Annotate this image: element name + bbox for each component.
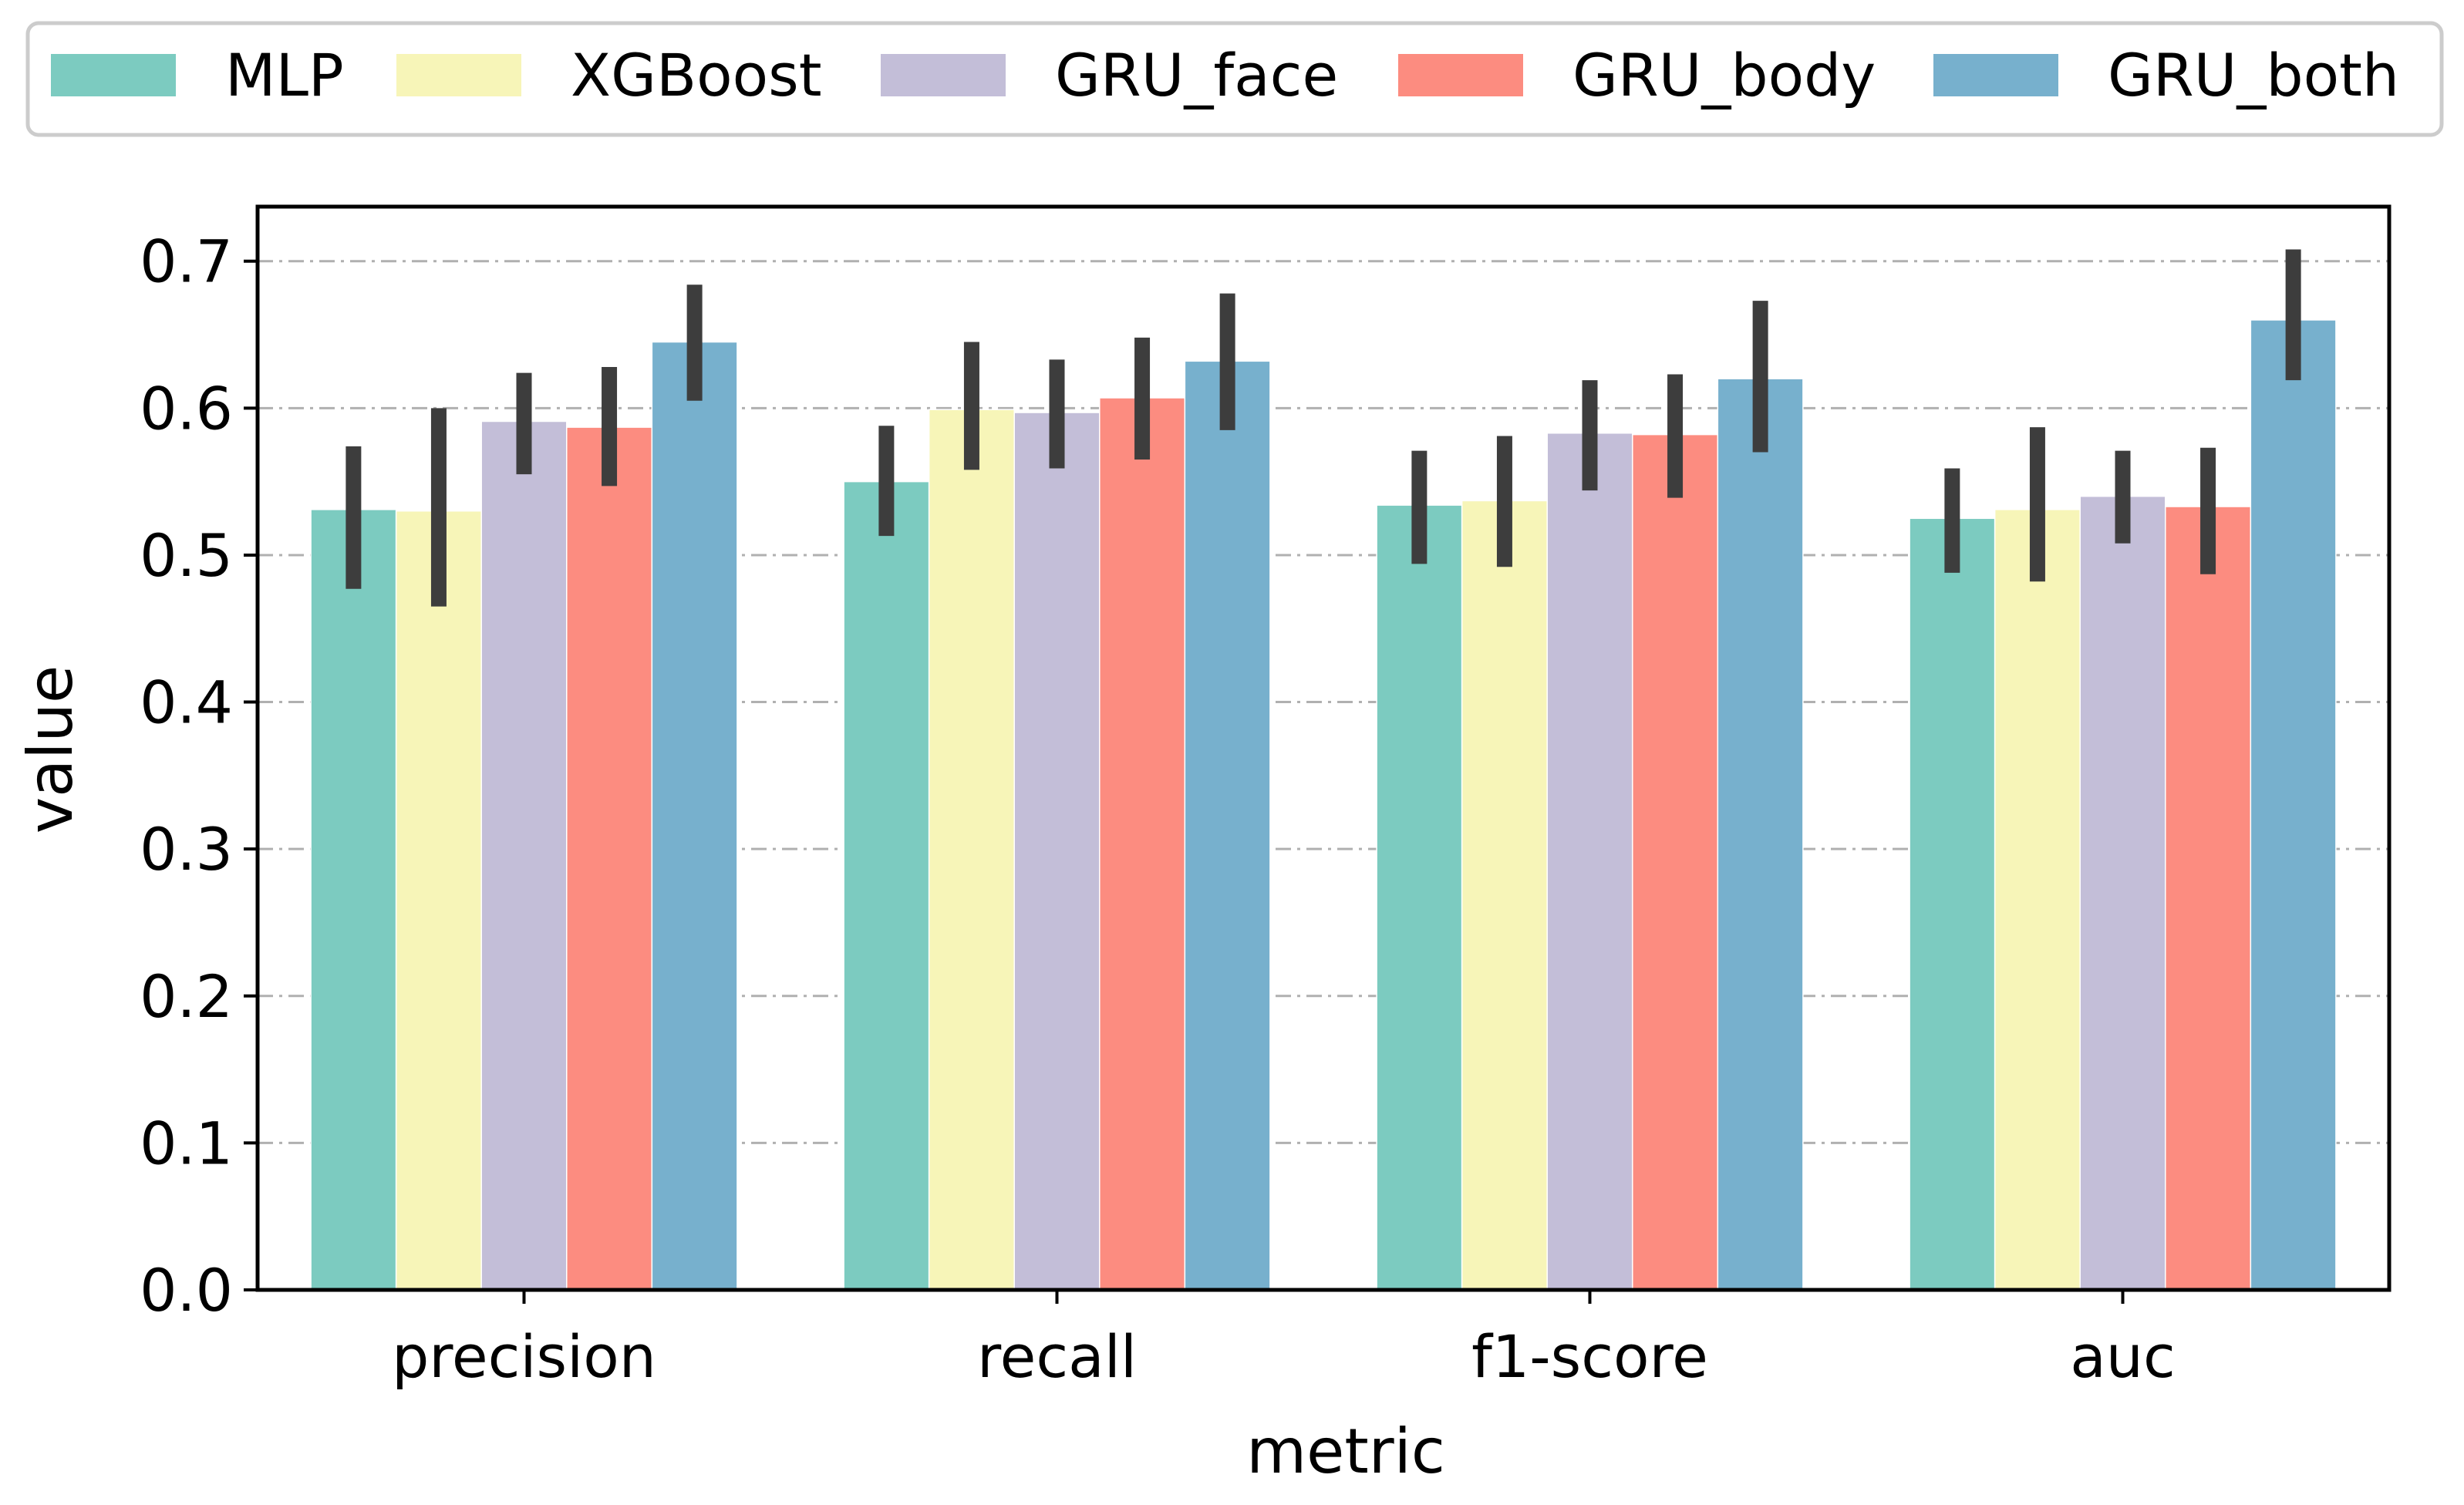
bar-XGBoost-recall	[928, 409, 1015, 1291]
legend-label-MLP: MLP	[225, 41, 344, 109]
legend-label-GRU_both: GRU_both	[2108, 41, 2399, 109]
error-bars	[345, 249, 2301, 607]
bar-GRU_face-f1-score	[1546, 432, 1633, 1291]
x-axis-label: metric	[1246, 1416, 1445, 1487]
bar-GRU_body-auc	[2165, 506, 2252, 1291]
bar-GRU_body-precision	[566, 426, 653, 1291]
bar-MLP-f1-score	[1376, 504, 1463, 1291]
bar-MLP-recall	[843, 480, 930, 1291]
bar-GRU_both-auc	[2250, 319, 2337, 1291]
y-tick-label: 0.4	[140, 668, 233, 737]
legend-swatch-GRU_face	[881, 54, 1006, 96]
legend-swatch-MLP	[51, 54, 176, 96]
bar-GRU_face-auc	[2079, 495, 2166, 1291]
bar-GRU_body-recall	[1099, 397, 1186, 1291]
bar-XGBoost-f1-score	[1461, 500, 1548, 1291]
legend: MLP XGBoost GRU_face GRU_body GRU_both	[25, 21, 2444, 137]
y-tick-label: 0.0	[140, 1256, 233, 1325]
bar-GRU_both-recall	[1184, 360, 1271, 1291]
bar-GRU_both-precision	[651, 341, 738, 1291]
x-tick-label: auc	[2070, 1322, 2176, 1391]
legend-swatch-XGBoost	[396, 54, 521, 96]
y-tick-label: 0.6	[140, 374, 233, 443]
bar-GRU_face-precision	[480, 420, 568, 1291]
bar-MLP-auc	[1909, 517, 1996, 1291]
y-tick-label: 0.5	[140, 521, 233, 590]
y-tick-label: 0.1	[140, 1109, 233, 1177]
legend-swatch-GRU_both	[1933, 54, 2058, 96]
bar-XGBoost-auc	[1994, 509, 2081, 1291]
y-axis-label: value	[15, 665, 86, 834]
bars	[310, 319, 2337, 1291]
x-tick-label: recall	[977, 1322, 1137, 1391]
y-tick-label: 0.7	[140, 227, 233, 296]
bar-GRU_body-f1-score	[1632, 433, 1719, 1291]
bar-GRU_face-recall	[1013, 412, 1101, 1291]
x-tick-label: precision	[392, 1322, 656, 1391]
axes: 0.0 0.1 0.2 0.3 0.4 0.5 0.6 0.7 precision recall f…	[140, 204, 2392, 1391]
legend-label-XGBoost: XGBoost	[571, 41, 822, 109]
y-tick-label: 0.2	[140, 962, 233, 1031]
bar-MLP-precision	[310, 509, 397, 1291]
legend-label-GRU_face: GRU_face	[1055, 41, 1338, 109]
legend-label-GRU_body: GRU_body	[1572, 41, 1876, 109]
plot-frame	[255, 204, 2392, 1292]
legend-box	[25, 21, 2444, 137]
bar-XGBoost-precision	[395, 510, 482, 1291]
y-tick-label: 0.3	[140, 815, 233, 884]
x-tick-label: f1-score	[1471, 1322, 1708, 1391]
bar-GRU_both-f1-score	[1717, 378, 1804, 1291]
legend-swatch-GRU_body	[1398, 54, 1523, 96]
